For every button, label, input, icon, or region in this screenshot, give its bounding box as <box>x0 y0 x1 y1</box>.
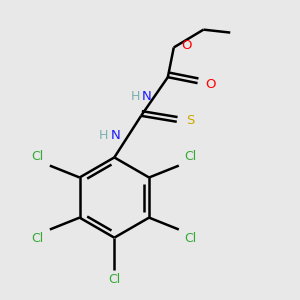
Text: N: N <box>142 90 152 103</box>
Text: H: H <box>99 129 108 142</box>
Text: Cl: Cl <box>185 232 197 245</box>
Text: Cl: Cl <box>32 232 44 245</box>
Text: S: S <box>186 114 194 127</box>
Text: N: N <box>111 129 121 142</box>
Text: O: O <box>205 78 215 91</box>
Text: H: H <box>131 90 140 103</box>
Text: O: O <box>181 40 192 52</box>
Text: Cl: Cl <box>108 273 121 286</box>
Text: Cl: Cl <box>185 150 197 163</box>
Text: Cl: Cl <box>32 150 44 163</box>
